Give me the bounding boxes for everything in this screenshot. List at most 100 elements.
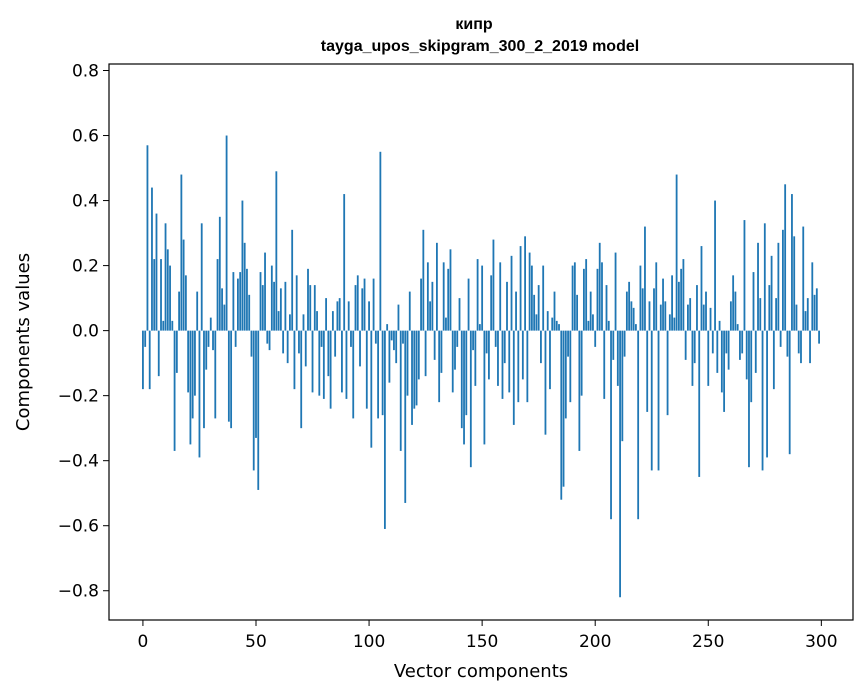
- bar-17: [180, 174, 183, 331]
- bar-233: [668, 314, 671, 331]
- bar-123: [420, 278, 422, 331]
- x-tick-label: 100: [353, 632, 385, 652]
- bar-28: [205, 330, 208, 370]
- bar-261: [732, 275, 735, 331]
- x-tick-label: 150: [466, 632, 498, 652]
- bar-126: [426, 262, 429, 331]
- bar-155: [492, 239, 495, 331]
- bar-79: [320, 330, 323, 347]
- bar-279: [772, 330, 775, 390]
- bar-204: [603, 330, 606, 399]
- bar-276: [766, 330, 768, 458]
- bar-76: [313, 285, 316, 331]
- bar-30: [209, 317, 212, 331]
- bar-252: [711, 330, 714, 354]
- bar-116: [404, 330, 407, 503]
- bar-185: [560, 330, 563, 500]
- bar-103: [374, 330, 377, 344]
- bar-292: [802, 226, 805, 331]
- bar-230: [662, 278, 664, 331]
- bar-25: [198, 330, 201, 458]
- bar-51: [257, 330, 260, 490]
- bar-196: [585, 259, 588, 331]
- bar-188: [567, 330, 569, 357]
- bar-272: [757, 242, 759, 331]
- bar-170: [526, 330, 529, 403]
- bar-271: [754, 330, 757, 373]
- bar-93: [352, 330, 355, 419]
- bar-87: [338, 298, 341, 331]
- bar-293: [804, 311, 807, 331]
- y-tick-label: 0.0: [72, 322, 99, 342]
- bar-11: [166, 249, 169, 331]
- bar-71: [302, 314, 305, 331]
- bar-291: [800, 330, 802, 364]
- bar-151: [483, 330, 486, 445]
- bar-169: [524, 236, 526, 331]
- bars-group: [142, 135, 820, 598]
- bar-127: [429, 301, 432, 331]
- bar-285: [786, 330, 789, 357]
- bar-107: [383, 330, 386, 529]
- bar-192: [576, 294, 579, 331]
- bar-101: [370, 330, 373, 448]
- bar-143: [465, 330, 468, 416]
- bar-269: [750, 330, 753, 403]
- bar-136: [449, 249, 452, 331]
- bar-226: [653, 288, 655, 331]
- bar-245: [696, 285, 698, 331]
- chart-title: кипр: [455, 16, 493, 33]
- bar-15: [175, 330, 178, 373]
- bar-111: [393, 330, 395, 351]
- bar-13: [171, 320, 174, 331]
- bar-60: [277, 311, 280, 331]
- bar-139: [456, 330, 459, 347]
- bar-106: [381, 330, 384, 416]
- bar-141: [460, 330, 463, 429]
- bar-132: [440, 330, 443, 373]
- bar-70: [300, 330, 303, 429]
- bar-42: [237, 278, 239, 331]
- bar-176: [540, 330, 542, 364]
- bar-150: [481, 265, 484, 331]
- bar-104: [377, 330, 380, 419]
- bar-33: [216, 259, 219, 331]
- bar-174: [535, 314, 538, 331]
- bar-99: [365, 330, 368, 409]
- y-tick-label: 0.8: [72, 62, 99, 82]
- bar-54: [264, 252, 266, 331]
- bar-249: [705, 291, 707, 331]
- bar-7: [157, 330, 160, 377]
- bar-266: [743, 220, 746, 331]
- bar-149: [478, 324, 481, 331]
- bar-259: [727, 330, 730, 370]
- bar-144: [467, 278, 470, 331]
- bar-12: [169, 265, 171, 331]
- bar-222: [644, 226, 646, 331]
- bar-163: [510, 255, 513, 331]
- bar-138: [454, 330, 456, 370]
- bar-77: [316, 311, 318, 331]
- bar-228: [657, 330, 660, 471]
- bar-4: [151, 187, 153, 331]
- bar-145: [469, 330, 472, 468]
- bar-166: [517, 330, 520, 403]
- bar-114: [399, 330, 402, 451]
- bar-216: [630, 301, 633, 331]
- bar-209: [614, 252, 617, 331]
- bar-31: [212, 330, 214, 351]
- bar-8: [160, 259, 162, 331]
- bar-273: [759, 298, 762, 331]
- bar-98: [363, 278, 366, 331]
- bar-167: [519, 246, 522, 331]
- bar-140: [458, 298, 461, 331]
- bar-197: [587, 320, 590, 331]
- bar-84: [331, 311, 334, 331]
- bar-191: [573, 262, 576, 331]
- bar-229: [659, 304, 662, 331]
- bar-258: [725, 330, 728, 354]
- bar-223: [646, 330, 649, 412]
- bar-63: [284, 281, 287, 331]
- bar-250: [707, 330, 710, 386]
